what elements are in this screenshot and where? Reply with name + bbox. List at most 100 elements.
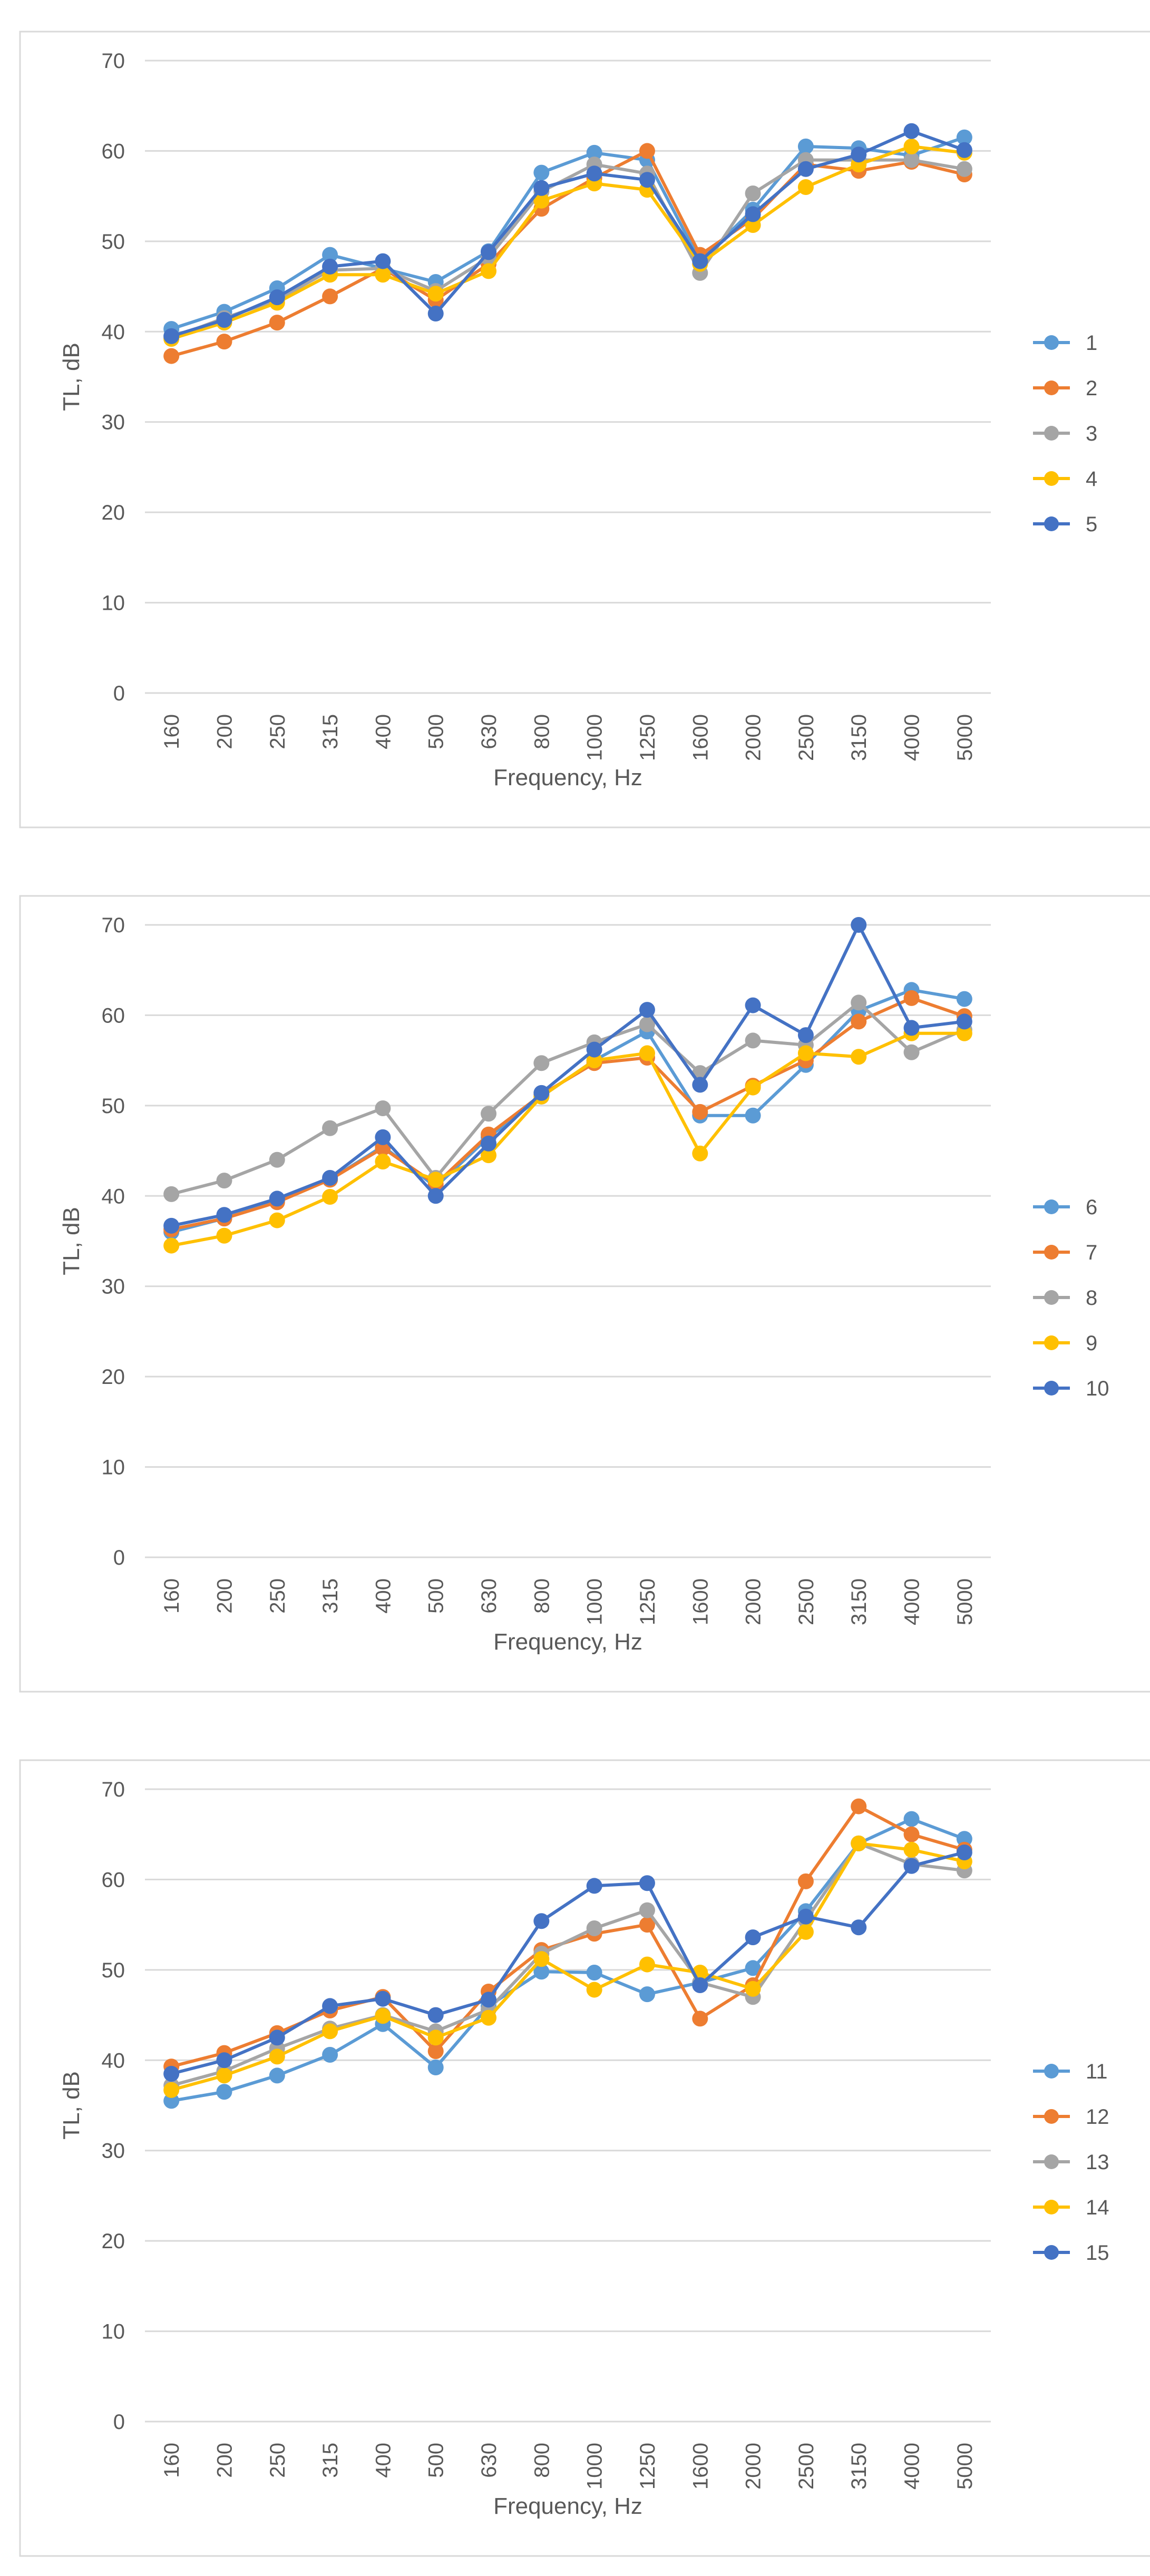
data-point bbox=[481, 1992, 497, 2008]
data-point bbox=[745, 1980, 761, 1997]
data-point bbox=[956, 1025, 972, 1041]
x-tick-label: 1600 bbox=[689, 714, 712, 761]
data-point bbox=[163, 1237, 180, 1254]
data-point bbox=[797, 179, 814, 195]
x-tick-label: 250 bbox=[266, 1578, 289, 1614]
x-tick-label: 4000 bbox=[901, 1578, 924, 1625]
data-point bbox=[639, 1902, 655, 1918]
legend-marker bbox=[1044, 426, 1059, 441]
data-point bbox=[216, 2084, 232, 2100]
x-tick-label: 2000 bbox=[742, 2443, 765, 2490]
data-point bbox=[269, 1191, 285, 1207]
series-line-5 bbox=[171, 129, 965, 338]
x-tick-label: 4000 bbox=[901, 2443, 924, 2490]
legend-marker bbox=[1044, 2064, 1059, 2079]
data-point bbox=[533, 192, 550, 209]
data-point bbox=[216, 2052, 232, 2068]
data-point bbox=[269, 2067, 285, 2084]
x-tick-label: 1600 bbox=[689, 1578, 712, 1625]
x-tick-label: 3150 bbox=[847, 1578, 871, 1625]
x-tick-label: 2500 bbox=[795, 714, 818, 761]
data-point bbox=[903, 1811, 920, 1827]
data-point bbox=[375, 1100, 391, 1116]
chart-panel-3: 0 10 20 30 40 50 60 70 160 200 250 315 400 500 630 800 1… bbox=[0, 1729, 1150, 2572]
x-tick-label: 4000 bbox=[901, 714, 924, 761]
series-line-11 bbox=[171, 1817, 965, 2103]
data-point bbox=[692, 1977, 708, 1993]
x-tick-label: 800 bbox=[530, 1578, 553, 1614]
data-point bbox=[745, 186, 761, 201]
data-point bbox=[481, 2009, 497, 2026]
data-point bbox=[745, 1032, 761, 1049]
data-point bbox=[375, 1129, 391, 1145]
legend-label: 5 bbox=[1086, 513, 1097, 536]
data-point bbox=[427, 1172, 444, 1188]
data-point bbox=[586, 1878, 602, 1894]
y-tick-label: 10 bbox=[102, 592, 125, 615]
data-point bbox=[956, 142, 972, 158]
x-tick-label: 630 bbox=[477, 2443, 501, 2478]
x-tick-label: 200 bbox=[213, 1578, 236, 1614]
y-axis-label: TL, dB bbox=[59, 1207, 84, 1275]
data-point bbox=[322, 1120, 338, 1136]
legend-label: 2 bbox=[1086, 377, 1097, 400]
data-point bbox=[533, 1085, 550, 1101]
data-point bbox=[851, 147, 867, 163]
y-tick-label: 40 bbox=[102, 1185, 125, 1208]
y-tick-label: 40 bbox=[102, 2049, 125, 2072]
legend-marker bbox=[1044, 380, 1059, 395]
x-tick-label: 630 bbox=[477, 1578, 501, 1614]
data-point bbox=[797, 1045, 814, 1061]
data-point bbox=[956, 161, 972, 177]
legend-label: 10 bbox=[1086, 1377, 1109, 1400]
legend-marker bbox=[1044, 1199, 1059, 1214]
x-tick-label: 5000 bbox=[953, 1578, 977, 1625]
x-tick-label: 1250 bbox=[636, 2443, 659, 2490]
x-tick-label: 2000 bbox=[742, 714, 765, 761]
data-point bbox=[903, 138, 920, 154]
data-point bbox=[639, 1002, 655, 1018]
y-tick-label: 20 bbox=[102, 1365, 125, 1389]
y-tick-label: 70 bbox=[102, 1778, 125, 1801]
y-tick-label: 30 bbox=[102, 1275, 125, 1299]
x-tick-label: 400 bbox=[372, 714, 395, 749]
y-axis-label: TL, dB bbox=[59, 2071, 84, 2140]
data-point bbox=[851, 1049, 867, 1065]
data-point bbox=[163, 2066, 180, 2082]
data-point bbox=[586, 1052, 602, 1069]
x-tick-label: 200 bbox=[213, 2443, 236, 2478]
data-point bbox=[639, 1045, 655, 1061]
x-tick-label: 500 bbox=[425, 714, 448, 749]
x-tick-label: 1250 bbox=[636, 714, 659, 761]
data-point bbox=[269, 289, 285, 306]
data-point bbox=[797, 138, 814, 154]
x-tick-label: 250 bbox=[266, 2443, 289, 2478]
series-line-1 bbox=[171, 135, 965, 330]
y-tick-label: 20 bbox=[102, 2230, 125, 2253]
data-point bbox=[639, 1875, 655, 1891]
y-tick-label: 70 bbox=[102, 914, 125, 937]
legend-label: 11 bbox=[1086, 2060, 1108, 2083]
data-point bbox=[322, 1170, 338, 1186]
data-point bbox=[956, 991, 972, 1007]
x-tick-label: 800 bbox=[530, 714, 553, 749]
data-point bbox=[163, 2082, 180, 2098]
legend-marker bbox=[1044, 2245, 1059, 2260]
legend-label: 15 bbox=[1086, 2241, 1109, 2265]
data-point bbox=[745, 217, 761, 233]
data-point bbox=[797, 1924, 814, 1940]
legend-label: 8 bbox=[1086, 1286, 1097, 1310]
data-point bbox=[269, 1212, 285, 1228]
data-point bbox=[639, 1917, 655, 1933]
data-point bbox=[586, 1920, 602, 1936]
series-line-9 bbox=[171, 1031, 964, 1247]
data-point bbox=[427, 306, 444, 321]
data-point bbox=[956, 1013, 972, 1030]
data-point bbox=[903, 123, 920, 139]
data-point bbox=[481, 1147, 497, 1164]
data-point bbox=[481, 1135, 497, 1152]
data-point bbox=[851, 1013, 867, 1030]
y-tick-label: 10 bbox=[102, 2320, 125, 2344]
legend-label: 12 bbox=[1086, 2105, 1109, 2129]
data-point bbox=[851, 1919, 867, 1936]
